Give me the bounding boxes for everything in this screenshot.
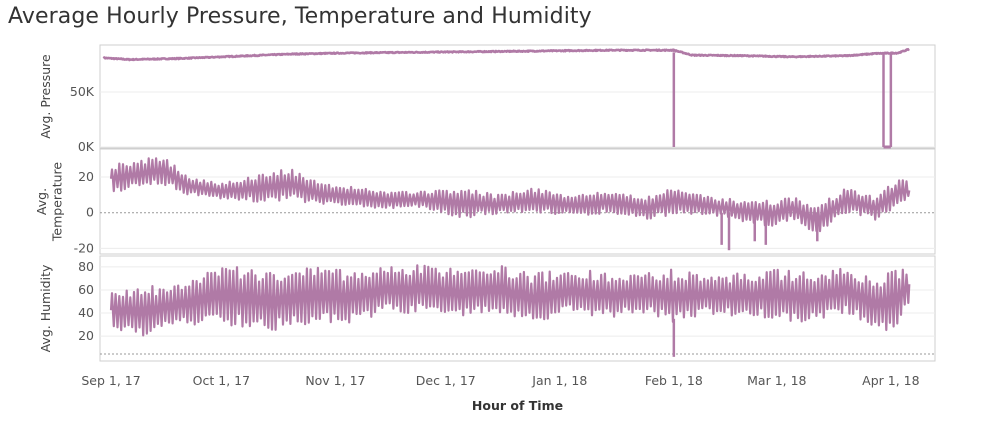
temperature-line [109,157,911,233]
panel-frame [99,44,936,149]
y-tick-label: 80 [78,259,94,274]
y-tick-label: 40 [78,305,94,320]
x-tick-label: Jan 1, 18 [531,373,587,388]
y-tick-label: 0 [86,205,94,220]
pressure-line [102,47,910,62]
x-axis-title: Hour of Time [472,398,563,413]
panel-frame [99,148,936,255]
y-tick-label: 20 [78,328,94,343]
y-tick-label: 20 [78,169,94,184]
y-tick-label: 60 [78,282,94,297]
chart-title: Average Hourly Pressure, Temperature and… [8,4,592,29]
y-axis-label: Avg.Temperature [34,162,65,242]
panel-frame [99,255,936,362]
y-axis-label: Avg. Humidity [38,264,53,352]
x-tick-label: Sep 1, 17 [81,373,140,388]
humidity-line [109,264,911,337]
x-tick-label: Oct 1, 17 [193,373,250,388]
x-tick-label: Apr 1, 18 [862,373,919,388]
x-tick-label: Dec 1, 17 [416,373,476,388]
y-tick-label: -20 [74,240,94,255]
y-tick-label: 50K [70,84,95,99]
y-tick-label: 0K [78,139,95,154]
x-tick-label: Feb 1, 18 [645,373,703,388]
y-axis-label: Avg. Pressure [38,54,53,139]
x-tick-label: Nov 1, 17 [305,373,365,388]
x-tick-label: Mar 1, 18 [747,373,806,388]
